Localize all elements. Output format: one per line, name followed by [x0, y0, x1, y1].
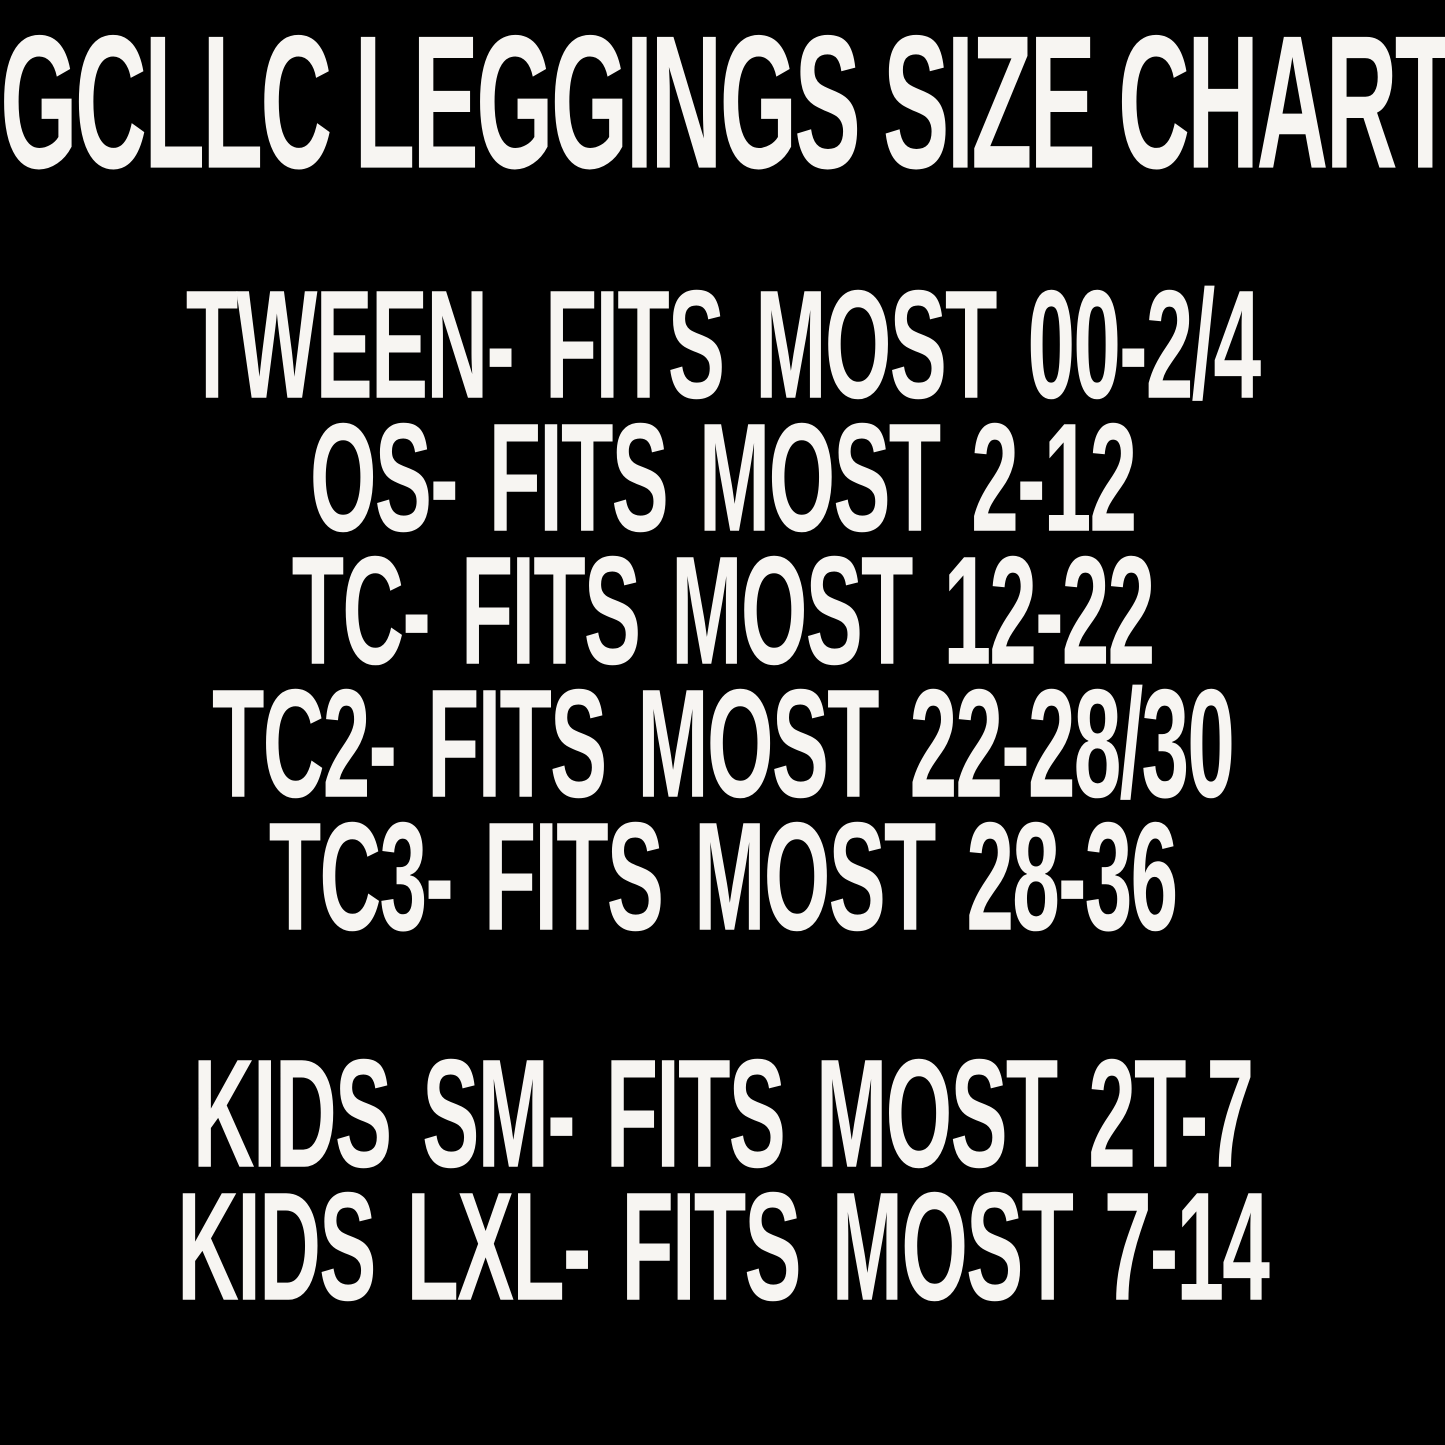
size-row-tc3: TC3- FITS MOST 28-36 [268, 791, 1179, 964]
kids-size-list: KIDS SM- FITS MOST 2T-7 KIDS LXL- FITS M… [0, 1028, 1445, 1334]
size-row-tc2: TC2- FITS MOST 22-28/30 [211, 658, 1235, 831]
size-row-kids-sm: KIDS SM- FITS MOST 2T-7 [192, 1028, 1255, 1201]
size-row-os: OS- FITS MOST 2-12 [309, 392, 1137, 565]
page-title: GCLLC LEGGINGS SIZE CHART [0, 0, 1445, 210]
size-row-tween: TWEEN- FITS MOST 00-2/4 [185, 259, 1261, 432]
adult-size-list: TWEEN- FITS MOST 00-2/4 OS- FITS MOST 2-… [0, 259, 1445, 964]
size-row-tc: TC- FITS MOST 12-22 [291, 525, 1156, 698]
size-row-kids-lxl: KIDS LXL- FITS MOST 7-14 [177, 1161, 1270, 1334]
